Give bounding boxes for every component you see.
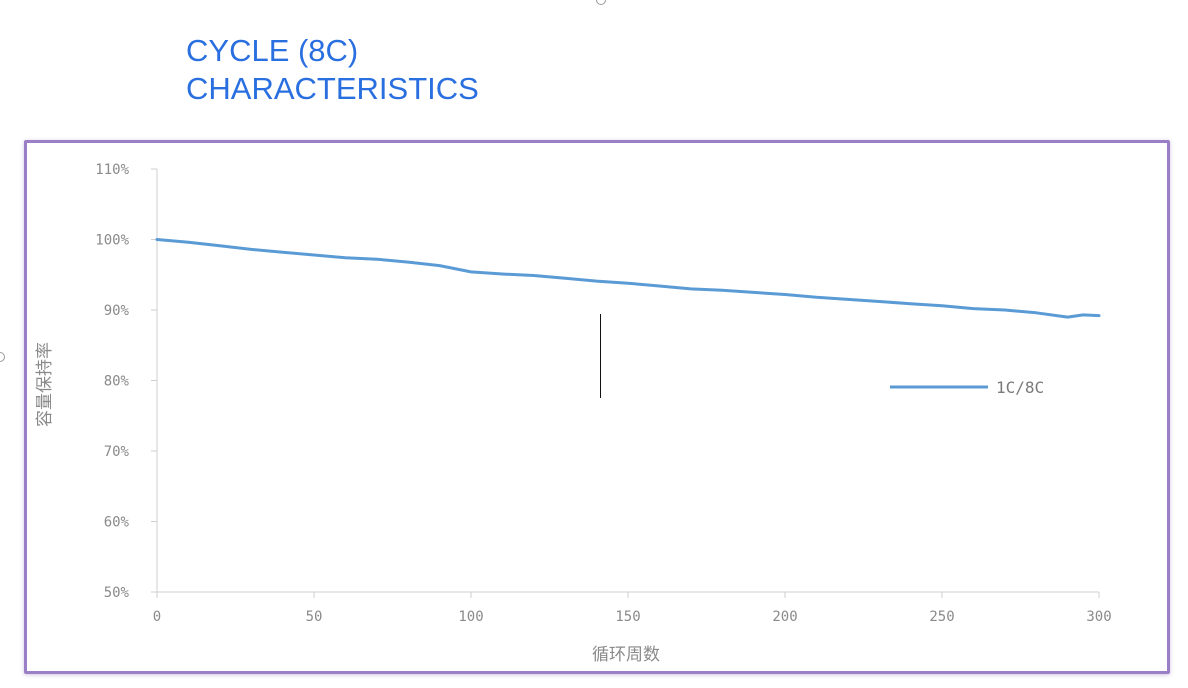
page-title: CYCLE (8C) CHARACTERISTICS: [186, 32, 686, 108]
chart-frame[interactable]: [24, 140, 1170, 674]
x-axis-title: 循环周数: [592, 645, 660, 665]
y-tick-label: 80%: [104, 374, 130, 390]
x-tick-label: 250: [929, 609, 954, 625]
x-tick-label: 0: [153, 609, 161, 625]
x-tick-label: 300: [1086, 609, 1111, 625]
y-tick-label: 70%: [104, 444, 130, 460]
y-axis-title: 容量保持率: [35, 342, 55, 427]
legend-label: 1C/8C: [996, 378, 1044, 397]
y-tick-label: 100%: [95, 233, 129, 249]
y-tick-label: 110%: [95, 162, 129, 178]
y-tick-label: 50%: [104, 585, 130, 601]
page-title-line-2: CHARACTERISTICS: [186, 71, 479, 106]
text-cursor: [600, 314, 601, 398]
y-tick-label: 60%: [104, 515, 130, 531]
x-tick-label: 150: [615, 609, 640, 625]
x-tick-label: 200: [772, 609, 797, 625]
series-line: [155, 238, 1101, 319]
y-tick-label: 90%: [104, 303, 130, 319]
page-title-line-1: CYCLE (8C): [186, 33, 359, 68]
x-tick-label: 50: [306, 609, 323, 625]
x-tick-label: 100: [458, 609, 483, 625]
